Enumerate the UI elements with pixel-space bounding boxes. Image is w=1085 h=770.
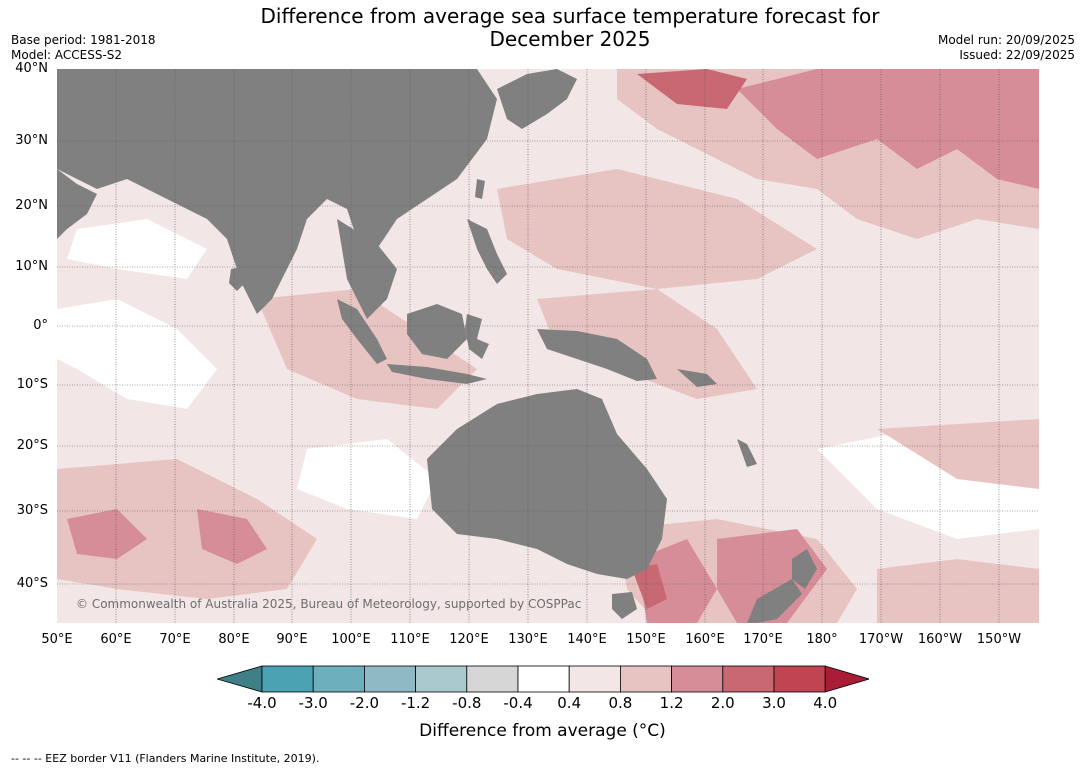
lon-label: 80°E bbox=[218, 632, 250, 647]
colorbar-tick-label: -1.2 bbox=[400, 694, 431, 712]
colorbar-tick-label: -4.0 bbox=[247, 694, 277, 712]
colorbar-extend-high bbox=[824, 665, 869, 693]
lat-label: 0° bbox=[33, 318, 48, 333]
lon-label: 170°E bbox=[743, 632, 783, 647]
land-new-zealand-south bbox=[747, 579, 802, 623]
white-region-south-indian bbox=[297, 439, 437, 519]
lon-label: 120°E bbox=[449, 632, 489, 647]
land-taiwan bbox=[475, 179, 485, 199]
warm-region-coral-sea bbox=[537, 289, 757, 399]
map-canvas bbox=[57, 69, 1039, 623]
land-sulawesi bbox=[465, 314, 489, 359]
colorbar-bin bbox=[312, 665, 365, 693]
land-indochina bbox=[337, 219, 397, 319]
lon-label: 180° bbox=[806, 632, 838, 647]
lon-label: 130°E bbox=[508, 632, 548, 647]
land-philippines bbox=[467, 219, 507, 284]
colorbar-tick-label: -0.4 bbox=[503, 694, 533, 712]
colorbar-tick-label: 3.0 bbox=[762, 694, 786, 712]
land-new-caledonia bbox=[737, 439, 757, 467]
model-name: Model: ACCESS-S2 bbox=[11, 48, 123, 62]
chart-title: Difference from average sea surface temp… bbox=[200, 5, 940, 51]
land-tasmania bbox=[612, 592, 637, 619]
lat-label: 40°S bbox=[16, 576, 48, 591]
anomaly-regions bbox=[57, 69, 1039, 623]
warm-region-west-pacific bbox=[497, 169, 817, 289]
land-asia bbox=[57, 69, 497, 314]
colorbar-bin bbox=[722, 665, 775, 693]
colorbar-bin bbox=[517, 665, 570, 693]
lat-label: 30°N bbox=[15, 133, 48, 148]
land-new-guinea bbox=[537, 329, 657, 381]
land-solomons bbox=[677, 369, 717, 387]
lon-label: 160°E bbox=[685, 632, 725, 647]
lon-label: 170°W bbox=[858, 632, 904, 647]
lon-label: 100°E bbox=[331, 632, 371, 647]
colorbar-label: Difference from average (°C) bbox=[419, 721, 666, 741]
hot-spot-tasman bbox=[632, 564, 667, 609]
land-arabia bbox=[57, 169, 97, 239]
title-line-2: December 2025 bbox=[489, 27, 651, 51]
land-australia bbox=[427, 389, 667, 579]
colorbar-bin bbox=[466, 665, 519, 693]
base-period: Base period: 1981-2018 bbox=[11, 33, 156, 47]
lat-label: 10°S bbox=[16, 377, 48, 392]
lon-label: 60°E bbox=[100, 632, 132, 647]
land-sumatra bbox=[337, 299, 387, 364]
land-java bbox=[387, 364, 487, 384]
colorbar-tick-label: 0.8 bbox=[608, 694, 633, 712]
colorbar-bin bbox=[363, 665, 416, 693]
colorbar-tick-label: -3.0 bbox=[298, 694, 328, 712]
title-line-1: Difference from average sea surface temp… bbox=[260, 4, 880, 28]
land-new-zealand-north bbox=[792, 549, 817, 589]
warmer-region-north-pacific bbox=[737, 69, 1039, 189]
meta-left: Base period: 1981-2018 Model: ACCESS-S2 bbox=[11, 33, 156, 63]
colorbar-bin bbox=[415, 665, 468, 693]
lat-label: 10°N bbox=[15, 259, 48, 274]
copyright-text: © Commonwealth of Australia 2025, Bureau… bbox=[76, 597, 582, 611]
colorbar-bin bbox=[619, 665, 672, 693]
white-region-west-indian bbox=[67, 219, 207, 279]
graticule bbox=[57, 69, 1039, 623]
lat-label: 20°S bbox=[16, 438, 48, 453]
warmer-region-south-indian bbox=[67, 509, 267, 564]
meta-right: Model run: 20/09/2025 Issued: 22/09/2025 bbox=[938, 33, 1075, 63]
colorbar-tick-label: 1.2 bbox=[659, 694, 684, 712]
land-japan bbox=[497, 69, 577, 129]
lon-label: 150°W bbox=[976, 632, 1022, 647]
colorbar-tick-label: -2.0 bbox=[349, 694, 380, 712]
colorbar-bin bbox=[261, 665, 314, 693]
lon-label: 110°E bbox=[390, 632, 430, 647]
sst-anomaly-map[interactable]: © Commonwealth of Australia 2025, Bureau… bbox=[57, 69, 1039, 623]
white-region-indian-ocean bbox=[57, 299, 217, 409]
lat-label: 20°N bbox=[15, 198, 48, 213]
colorbar bbox=[217, 665, 869, 693]
lon-label: 50°E bbox=[41, 632, 73, 647]
model-run: Model run: 20/09/2025 bbox=[937, 33, 1075, 47]
colorbar-extend-low bbox=[217, 665, 263, 693]
colorbar-tick-label: 4.0 bbox=[813, 694, 838, 712]
land-sri-lanka bbox=[229, 267, 245, 291]
hot-spot-north-pacific bbox=[637, 69, 747, 109]
land-borneo bbox=[407, 304, 467, 359]
colorbar-bin bbox=[568, 665, 621, 693]
eez-footnote: -- -- -- EEZ border V11 (Flanders Marine… bbox=[11, 752, 320, 765]
lon-label: 150°E bbox=[626, 632, 666, 647]
lon-label: 160°W bbox=[917, 632, 963, 647]
colorbar-bin bbox=[671, 665, 724, 693]
warm-region-south-pacific bbox=[877, 419, 1039, 489]
issued-date: Issued: 22/09/2025 bbox=[959, 48, 1075, 62]
lat-label: 30°S bbox=[16, 503, 48, 518]
lon-label: 140°E bbox=[567, 632, 607, 647]
colorbar-tick-label: -0.8 bbox=[452, 694, 482, 712]
land-masses bbox=[57, 69, 817, 623]
lat-label: 40°N bbox=[15, 61, 48, 76]
colorbar-bin bbox=[773, 665, 826, 693]
colorbar-tick-label: 2.0 bbox=[710, 694, 735, 712]
warm-region-far-south bbox=[877, 559, 1039, 623]
lon-label: 90°E bbox=[276, 632, 308, 647]
lon-label: 70°E bbox=[159, 632, 191, 647]
warm-region-south-indian bbox=[57, 459, 317, 599]
colorbar-tick-label: 0.4 bbox=[557, 694, 582, 712]
